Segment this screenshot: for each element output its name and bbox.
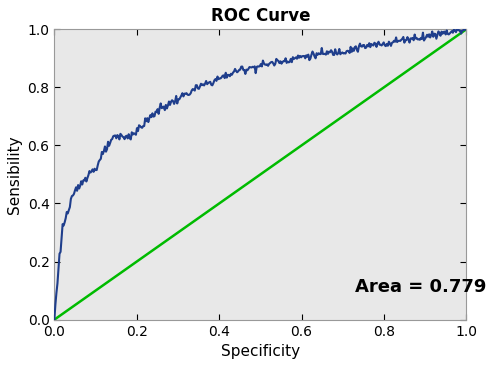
Y-axis label: Sensibility: Sensibility: [7, 135, 22, 214]
Text: Area = 0.779: Area = 0.779: [355, 279, 486, 296]
X-axis label: Specificity: Specificity: [221, 344, 300, 359]
Title: ROC Curve: ROC Curve: [210, 7, 310, 25]
